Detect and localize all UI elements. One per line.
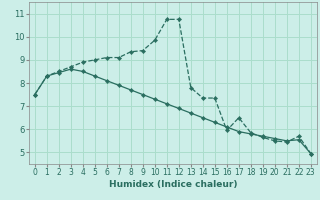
X-axis label: Humidex (Indice chaleur): Humidex (Indice chaleur)	[108, 180, 237, 189]
